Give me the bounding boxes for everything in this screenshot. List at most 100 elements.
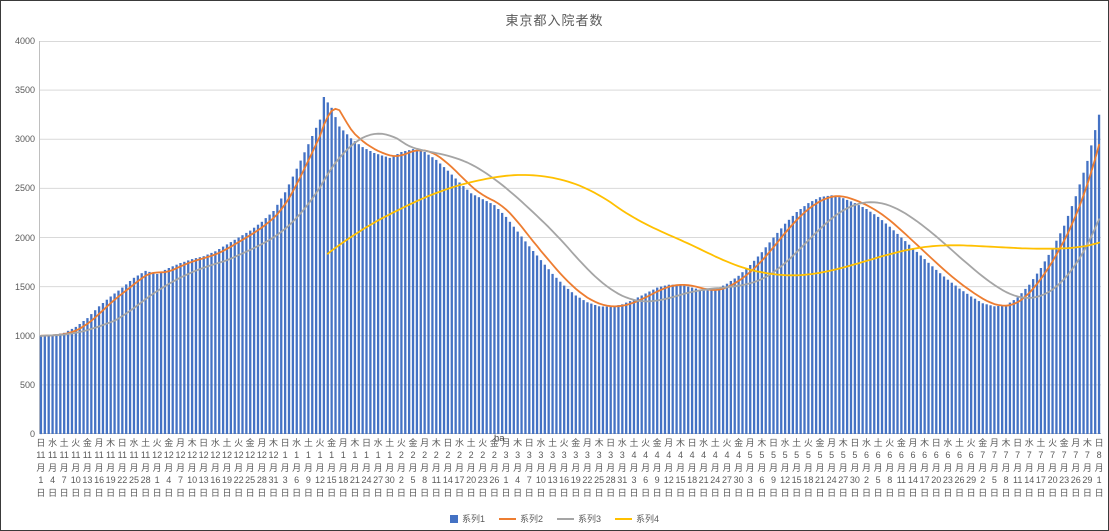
bar — [605, 306, 608, 434]
bar — [345, 134, 349, 435]
bar — [892, 230, 895, 434]
bar — [690, 287, 694, 434]
x-tick-label: 火 12 月 1 日 — [152, 438, 163, 498]
bar — [508, 221, 512, 434]
series-line-系列3[interactable] — [40, 132, 1100, 337]
bar — [729, 281, 732, 434]
series-line-系列2[interactable] — [40, 107, 1100, 337]
bar — [725, 283, 729, 434]
bar — [904, 241, 907, 434]
bar — [590, 303, 593, 434]
bar — [140, 273, 143, 434]
bar — [442, 167, 446, 434]
bar — [136, 275, 139, 434]
x-tick-label: 火 11 月 10 日 — [70, 438, 81, 498]
bar — [756, 256, 760, 434]
x-tick-label: 火 3 月 16 日 — [559, 438, 570, 498]
bar — [973, 298, 977, 434]
x-tick-label: 火 7 月 20 日 — [1047, 438, 1058, 498]
bar — [586, 302, 589, 434]
legend-label: 系列4 — [636, 514, 660, 524]
bar — [1043, 261, 1046, 434]
x-tick-label: 水 12 月 16 日 — [210, 438, 221, 498]
x-tick-label: 金 12 月 25 日 — [245, 438, 256, 498]
bar — [94, 310, 97, 434]
x-tick-label: 火 2 月 2 日 — [396, 438, 406, 498]
plot-area[interactable] — [39, 41, 1101, 436]
bar — [993, 306, 996, 434]
legend-label: 系列3 — [578, 514, 602, 524]
bar — [915, 251, 919, 434]
x-tick-label: 火 6 月 29 日 — [966, 438, 977, 498]
bar — [423, 152, 426, 434]
x-tick-label: 木 4 月 15 日 — [675, 438, 686, 498]
x-tick-label: 月 12 月 28 日 — [256, 438, 267, 498]
bar — [1059, 233, 1062, 434]
bar — [551, 273, 554, 434]
bar — [198, 257, 201, 434]
series-line-系列4[interactable] — [326, 174, 1100, 277]
bar — [39, 335, 43, 435]
bar — [814, 199, 818, 434]
legend-item-系列4[interactable]: 系列4 — [615, 512, 659, 525]
bar — [1094, 130, 1097, 434]
x-tick-label: 水 6 月 2 日 — [861, 438, 871, 498]
bar — [628, 301, 632, 434]
bar — [962, 291, 965, 434]
bar — [702, 290, 705, 434]
x-tick-label: 月 4 月 12 日 — [663, 438, 674, 498]
bar — [365, 149, 368, 434]
bar — [1074, 196, 1077, 434]
bar — [159, 271, 163, 434]
x-tick-label: 木 2 月 11 日 — [431, 438, 441, 498]
x-tick-label: 土 7 月 17 日 — [1035, 438, 1046, 498]
x-tick-label: 月 5 月 24 日 — [826, 438, 837, 498]
bar — [768, 242, 771, 434]
legend-item-系列1[interactable]: 系列1 — [449, 512, 485, 525]
bar — [264, 218, 267, 434]
bar — [625, 302, 628, 434]
bars-series[interactable] — [39, 97, 1101, 435]
x-tick-label: 金 12 月 4 日 — [163, 438, 174, 498]
bar — [535, 255, 539, 434]
legend-item-系列3[interactable]: 系列3 — [557, 512, 601, 525]
bar — [543, 264, 546, 434]
x-tick-label: 日 3 月 28 日 — [605, 438, 616, 498]
x-tick-label: 日 11 月 1 日 — [36, 438, 46, 498]
x-tick-label: 金 7 月 23 日 — [1059, 438, 1070, 498]
x-tick-label: 木 3 月 25 日 — [594, 438, 605, 498]
x-tick-label: 月 7 月 5 日 — [989, 438, 999, 498]
bar — [566, 288, 570, 434]
bar — [249, 230, 252, 434]
x-tick-label: 月 3 月 22 日 — [582, 438, 593, 498]
bar — [845, 199, 849, 434]
bar — [1032, 279, 1035, 434]
bar — [931, 266, 934, 434]
x-tick-label: 火 6 月 8 日 — [885, 438, 895, 498]
bar — [675, 284, 678, 434]
bar — [780, 228, 783, 434]
bar — [1097, 114, 1101, 434]
legend-item-系列2[interactable]: 系列2 — [498, 512, 543, 525]
bar — [427, 154, 430, 434]
bar — [1004, 305, 1008, 434]
y-tick-label: 2500 — [14, 183, 35, 194]
bar — [609, 306, 612, 434]
bar — [369, 151, 372, 434]
bar — [721, 285, 725, 434]
x-tick-label: 水 3 月 31 日 — [617, 438, 628, 498]
x-tick-label: 日 7 月 11 日 — [1013, 438, 1023, 498]
bar — [570, 292, 574, 434]
x-tick-label: 土 6 月 26 日 — [954, 438, 965, 498]
bar — [179, 263, 182, 434]
x-tick-label: 金 2 月 5 日 — [408, 438, 418, 498]
bar — [446, 170, 450, 434]
bar — [559, 281, 562, 434]
bar — [384, 156, 388, 434]
bar — [985, 304, 988, 434]
bar — [283, 192, 287, 434]
bar — [501, 212, 504, 434]
bar — [966, 293, 969, 434]
x-tick-label: 土 2 月 20 日 — [466, 438, 477, 498]
